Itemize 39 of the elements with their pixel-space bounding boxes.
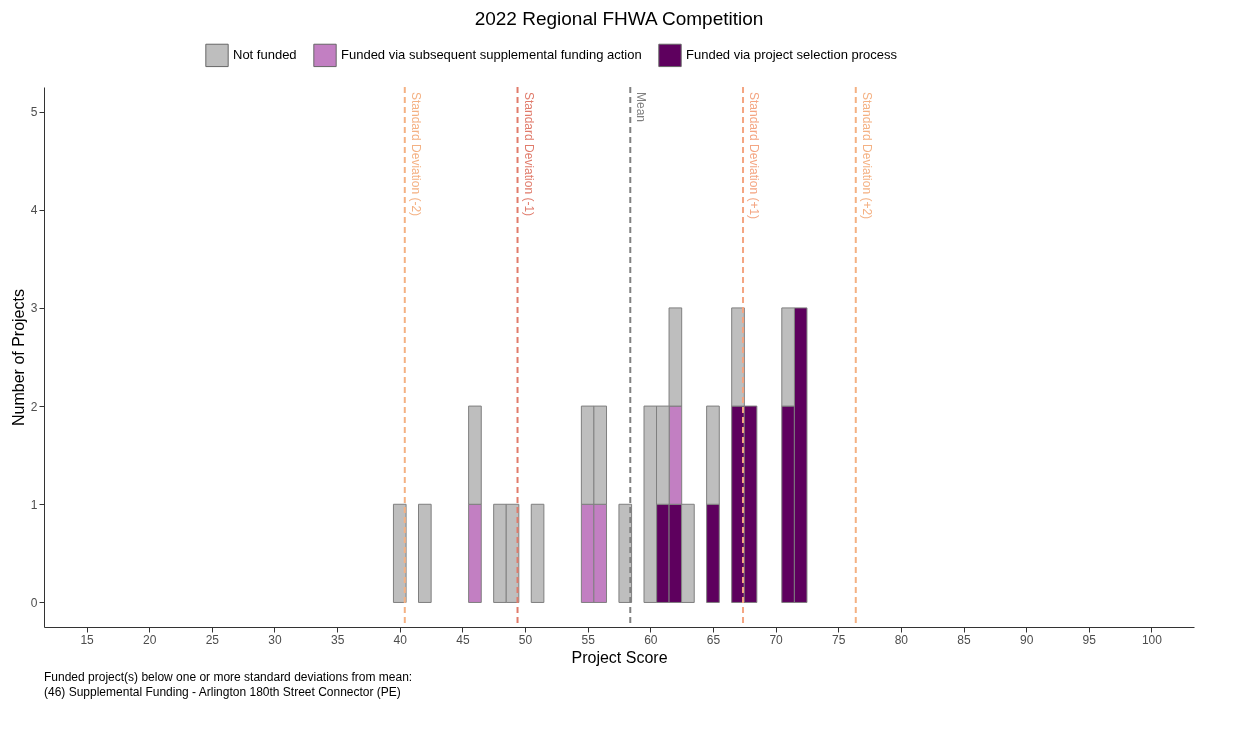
x-tick-label: 25	[205, 632, 220, 647]
legend-label: Funded via subsequent supplemental funding action	[341, 47, 642, 63]
bar	[418, 503, 432, 603]
text: Funded project(s) below one or more standard deviations from mean:	[44, 670, 413, 684]
x-tick-label: 30	[268, 632, 282, 647]
x-tick-label: 20	[143, 632, 157, 647]
y-tick-label: 5	[30, 105, 38, 120]
legend-label: Not funded	[233, 47, 297, 63]
ref-line-label: Standard Deviation (+1)	[747, 92, 762, 220]
text: (46) Supplemental Funding - Arlington 180th Street Connector (PE)	[44, 685, 401, 699]
legend-label: Funded via project selection process	[686, 47, 898, 63]
y-tick-label: 3	[30, 301, 38, 316]
x-tick-label: 50	[518, 632, 533, 647]
y-tick-label: 4	[30, 203, 38, 218]
x-tick-label: 15	[80, 632, 95, 647]
x-tick-label: 90	[1019, 632, 1034, 647]
x-axis-title: Project Score	[571, 648, 668, 666]
x-tick-label: 95	[1082, 632, 1097, 647]
y-tick-label: 2	[30, 399, 38, 414]
y-tick-label: 1	[30, 497, 38, 512]
x-tick-label: 55	[581, 632, 596, 647]
x-tick-label: 35	[330, 632, 345, 647]
x-tick-label: 60	[644, 632, 658, 647]
x-tick-label: 45	[456, 632, 470, 647]
x-tick-label: 65	[706, 632, 721, 647]
x-tick-label: 85	[957, 632, 971, 647]
x-tick-label: 70	[769, 632, 784, 647]
ref-line-label: Mean	[634, 92, 649, 123]
y-axis-title: Number of Projects	[9, 289, 27, 426]
y-tick-label: 0	[30, 595, 38, 610]
ref-line-label: Standard Deviation (-1)	[521, 92, 536, 217]
ref-line-label: Standard Deviation (-2)	[408, 92, 423, 217]
x-tick-label: 75	[832, 632, 846, 647]
chart-title: 2022 Regional FHWA Competition	[474, 8, 764, 29]
x-tick-label: 80	[894, 632, 909, 647]
x-tick-label: 100	[1141, 632, 1163, 647]
x-tick-label: 40	[393, 632, 408, 647]
bar	[530, 503, 545, 603]
ref-line-label: Standard Deviation (+2)	[859, 92, 874, 220]
